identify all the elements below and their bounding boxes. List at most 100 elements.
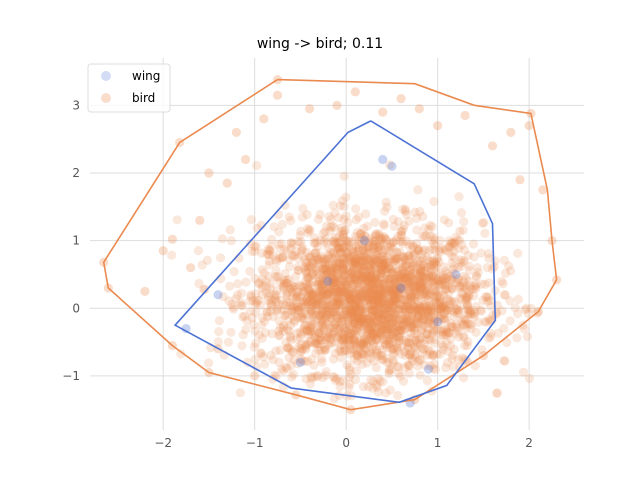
bird-point — [459, 373, 469, 383]
bird-point — [319, 254, 329, 264]
bird-point — [250, 354, 260, 364]
bird-point — [318, 273, 328, 283]
bird-point — [484, 333, 494, 343]
bird-point — [251, 296, 261, 306]
bird-point — [332, 374, 342, 384]
bird-point — [349, 334, 359, 344]
bird-point — [318, 326, 328, 336]
bird-point — [352, 295, 362, 305]
bird-point — [400, 255, 410, 266]
bird-point — [375, 269, 386, 279]
bird-point — [487, 141, 498, 151]
bird-point — [366, 304, 376, 314]
bird-point — [350, 235, 360, 245]
bird-point — [284, 274, 294, 284]
bird-point — [306, 372, 316, 382]
bird-point — [448, 350, 458, 360]
bird-point — [440, 244, 450, 254]
bird-point — [418, 231, 428, 241]
bird-point — [377, 320, 387, 331]
bird-point — [344, 303, 354, 314]
bird-point — [372, 316, 382, 326]
bird-point — [446, 306, 456, 316]
bird-point — [231, 127, 241, 137]
bird-point — [300, 356, 310, 366]
bird-point — [325, 310, 335, 320]
bird-point — [370, 274, 380, 284]
bird-point — [274, 331, 284, 341]
bird-point — [367, 275, 378, 285]
bird-point — [303, 263, 313, 273]
bird-point — [355, 301, 365, 311]
bird-point — [400, 363, 410, 373]
bird-point — [426, 306, 436, 316]
bird-point — [252, 160, 262, 171]
bird-point — [358, 259, 368, 269]
bird-point — [330, 254, 340, 264]
bird-point — [471, 271, 482, 281]
bird-point — [317, 315, 327, 325]
bird-point — [378, 255, 388, 266]
bird-point — [438, 301, 448, 311]
bird-point — [330, 320, 340, 330]
bird-point — [280, 244, 290, 254]
bird-point — [300, 265, 311, 275]
bird-point — [370, 262, 380, 272]
bird-point — [326, 266, 336, 277]
bird-point — [448, 362, 458, 372]
bird-point — [350, 259, 360, 269]
bird-point — [332, 313, 342, 323]
bird-point — [388, 297, 398, 307]
bird-point — [462, 292, 472, 302]
bird-point — [356, 292, 366, 302]
bird-point — [432, 291, 442, 301]
bird-point — [314, 328, 324, 338]
bird-point — [384, 339, 394, 349]
bird-point — [435, 314, 445, 324]
bird-point — [263, 244, 273, 254]
bird-point — [376, 297, 386, 307]
bird-point — [504, 261, 514, 271]
bird-point — [347, 322, 357, 332]
bird-point — [464, 265, 474, 276]
bird-point — [388, 268, 398, 278]
bird-point — [437, 303, 447, 313]
bird-point — [403, 284, 413, 294]
bird-point — [335, 313, 345, 323]
bird-point — [309, 312, 319, 322]
bird-point — [264, 271, 274, 281]
bird-point — [310, 248, 320, 258]
bird-point — [391, 296, 401, 306]
bird-point — [372, 382, 382, 392]
bird-point — [368, 285, 378, 295]
bird-point — [434, 279, 444, 289]
bird-point — [348, 288, 358, 298]
bird-point — [385, 279, 395, 289]
bird-point — [413, 257, 423, 267]
bird-point — [304, 321, 314, 331]
bird-point — [374, 312, 384, 322]
bird-point — [398, 320, 408, 330]
bird-point — [497, 276, 507, 286]
bird-point — [333, 243, 343, 253]
bird-point — [264, 250, 275, 260]
bird-point — [287, 302, 297, 312]
bird-point — [320, 370, 331, 380]
bird-point — [324, 321, 334, 331]
bird-point — [352, 356, 362, 366]
bird-point — [369, 332, 379, 342]
bird-point — [341, 307, 351, 317]
bird-point — [456, 258, 466, 268]
bird-point — [250, 242, 260, 252]
bird-point — [449, 240, 459, 250]
bird-point — [355, 292, 365, 302]
bird-point — [342, 279, 352, 290]
bird-point — [397, 256, 407, 266]
bird-point — [312, 295, 322, 305]
bird-point — [395, 328, 405, 338]
bird-point — [296, 237, 306, 247]
bird-point — [389, 257, 399, 267]
bird-point — [418, 310, 428, 321]
bird-point — [256, 248, 267, 258]
bird-point — [444, 236, 454, 246]
